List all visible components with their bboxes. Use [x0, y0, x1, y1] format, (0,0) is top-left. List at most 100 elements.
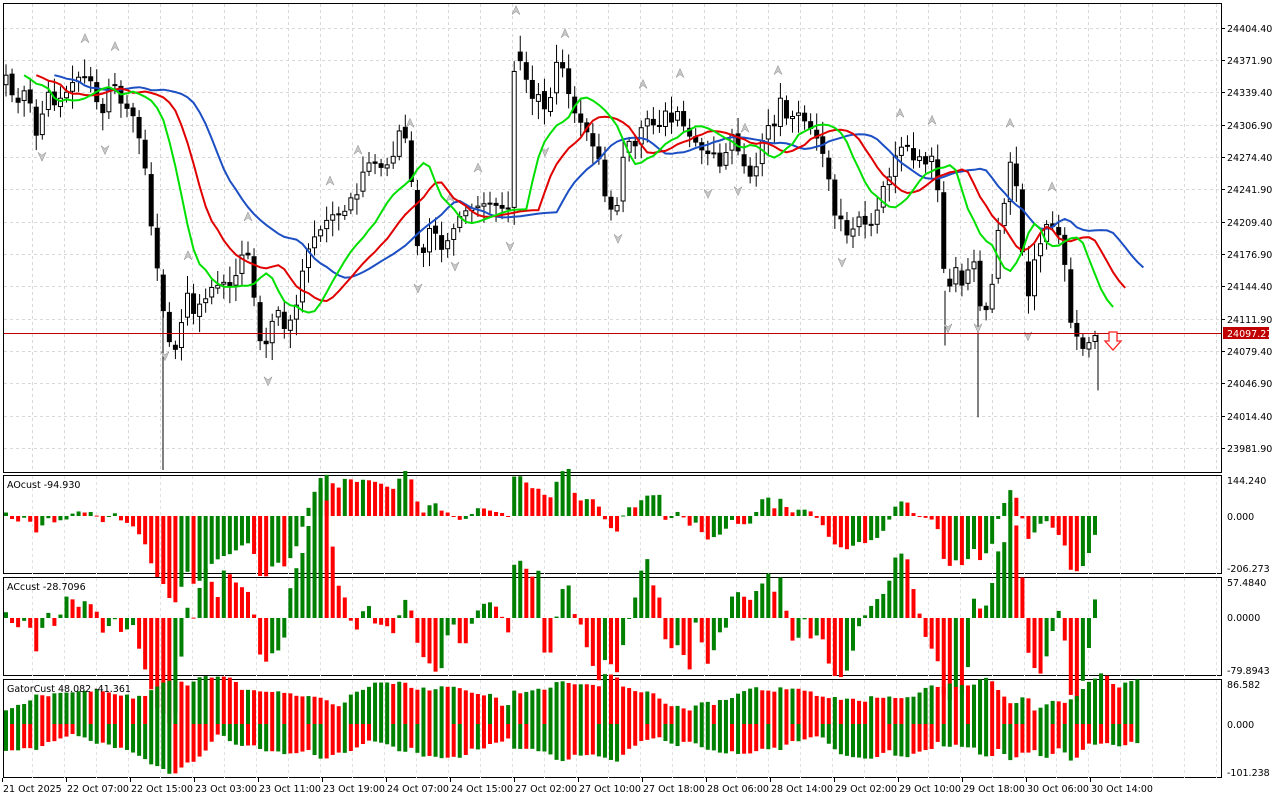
gator-upper-bar — [881, 697, 886, 724]
histogram-bar — [1093, 516, 1097, 535]
histogram-bar — [675, 511, 680, 516]
histogram-bar — [1074, 516, 1079, 572]
gator-upper-bar — [252, 690, 257, 724]
gator-lower-bar — [669, 724, 674, 744]
gator-lower-bar — [276, 724, 281, 752]
histogram-bar — [76, 511, 81, 516]
gator-lower-bar — [990, 724, 995, 757]
histogram-bar — [1008, 502, 1013, 618]
gator-lower-bar — [929, 724, 934, 749]
histogram-bar — [118, 516, 123, 521]
candle — [475, 196, 481, 217]
gator-upper-bar — [58, 692, 63, 724]
gator-lower-bar — [58, 724, 63, 739]
gator-lower-bar — [233, 724, 238, 745]
gator-lower-bar — [554, 724, 559, 760]
gator-lower-bar — [28, 724, 33, 749]
time-tick-label: 23 Oct 11:00 — [259, 784, 321, 795]
candle — [935, 144, 941, 203]
gator-lower-bar — [40, 724, 45, 747]
histogram-bar — [131, 618, 136, 626]
histogram-bar — [100, 618, 105, 633]
main-chart-frame[interactable] — [3, 3, 1222, 473]
histogram-bar — [596, 618, 601, 681]
candle — [106, 78, 112, 120]
histogram-bar — [730, 516, 734, 520]
histogram-bar — [391, 618, 396, 634]
gator-lower-bar — [445, 724, 450, 758]
histogram-bar — [748, 599, 753, 618]
gator-upper-bar — [572, 684, 577, 724]
gator-upper-bar — [155, 686, 160, 724]
histogram-bar — [112, 618, 117, 620]
gator-lower-bar — [4, 724, 8, 751]
ao-tick-zero: 0.000 — [1227, 512, 1254, 523]
candle — [868, 213, 874, 237]
candle — [747, 157, 753, 184]
candle — [142, 129, 148, 176]
gator-lower-bar — [911, 724, 916, 754]
gator-upper-bar — [1014, 703, 1019, 724]
candle — [197, 294, 203, 333]
candle — [777, 83, 783, 137]
candle — [27, 77, 33, 113]
histogram-bar — [481, 603, 486, 618]
gator-lower-bar — [1105, 724, 1110, 744]
histogram-bar — [397, 478, 402, 516]
histogram-bar — [512, 564, 517, 618]
gator-lower-bar — [772, 724, 777, 748]
histogram-bar — [1014, 525, 1019, 618]
gator-lower-bar — [851, 724, 855, 758]
histogram-bar — [360, 611, 365, 618]
price-axis[interactable]: 24404.40 24371.90 24339.40 24306.90 24274.40… — [1221, 24, 1272, 455]
candle — [771, 114, 777, 144]
histogram-bar — [46, 516, 51, 519]
time-axis[interactable]: 21 Oct 2025 22 Oct 07:00 22 Oct 15:00 23 Oc… — [2, 778, 1153, 795]
gator-lower-bar — [796, 724, 801, 742]
price-tick-label: 24306.90 — [1227, 121, 1272, 132]
gator-upper-bar — [953, 686, 958, 724]
histogram-bar — [548, 497, 553, 516]
histogram-bar — [70, 513, 75, 516]
gator-upper-bar — [826, 698, 831, 724]
candle — [312, 220, 318, 256]
histogram-bar — [106, 516, 111, 517]
gator-lower-bar — [221, 724, 226, 736]
gator-upper-bar — [675, 705, 680, 724]
gator-lower-bar — [1062, 724, 1067, 753]
histogram-bar — [802, 618, 807, 620]
histogram-bar — [651, 495, 656, 516]
histogram-bar — [881, 516, 886, 531]
gator-lower-bar — [838, 724, 843, 755]
histogram-bar — [500, 616, 505, 618]
candle — [445, 232, 451, 258]
gator-lower-bar — [1086, 724, 1091, 744]
fractal-up-icon — [740, 122, 750, 134]
histogram-bar — [203, 516, 208, 573]
gator-upper-bar — [923, 687, 928, 724]
candle — [324, 206, 330, 243]
candle — [378, 158, 384, 177]
histogram-bar — [736, 592, 741, 618]
histogram-bar — [851, 618, 855, 651]
gator-upper-bar — [233, 681, 238, 724]
histogram-bar — [584, 618, 589, 648]
histogram-bar — [609, 618, 613, 665]
gator-upper-bar — [808, 691, 813, 724]
histogram-bar — [929, 618, 934, 649]
candle — [856, 211, 862, 237]
gator-lower-bar — [923, 724, 928, 751]
gator-upper-bar — [288, 693, 293, 724]
fractal-down-icon — [263, 375, 273, 387]
candle — [45, 81, 51, 117]
gator-lower-bar — [481, 724, 486, 749]
gator-lower-bar — [802, 724, 807, 740]
histogram-bar — [675, 618, 680, 646]
histogram-bar — [209, 516, 214, 564]
histogram-bar — [16, 516, 21, 522]
candle — [1068, 257, 1074, 329]
histogram-bar — [360, 479, 365, 516]
gator-upper-bar — [282, 692, 287, 724]
ao-title: AOcust -94.930 — [7, 480, 80, 491]
